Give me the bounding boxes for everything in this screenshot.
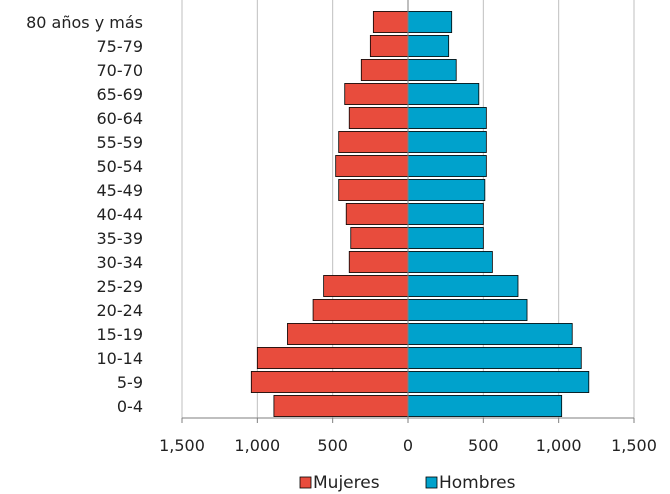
bar-mujeres-15-19 bbox=[287, 323, 409, 345]
x-tick-labels: 1,500 1,000 500 0 500 1,000 1,500 bbox=[159, 436, 657, 455]
bar-mujeres-40-44 bbox=[345, 203, 409, 225]
bar-mujeres-75-79 bbox=[369, 35, 409, 57]
x-tick-label-6: 1,500 bbox=[611, 436, 657, 455]
x-tick-label-4: 500 bbox=[468, 436, 499, 455]
y-tick-label-5-9: 5-9 bbox=[117, 373, 143, 392]
bar-hombres-60-64 bbox=[407, 107, 487, 129]
bar-hombres-75-79 bbox=[407, 35, 450, 57]
bar-mujeres-65-69 bbox=[344, 83, 409, 105]
x-tick-label-0: 1,500 bbox=[159, 436, 205, 455]
bar-mujeres-50-54 bbox=[335, 155, 409, 177]
y-tick-label-20-24: 20-24 bbox=[97, 301, 144, 320]
bar-mujeres-45-49 bbox=[338, 179, 409, 201]
bar-hombres-25-29 bbox=[407, 275, 519, 297]
y-tick-label-70-70: 70-70 bbox=[97, 61, 144, 80]
bar-mujeres-55-59 bbox=[338, 131, 409, 153]
y-tick-label-15-19: 15-19 bbox=[97, 325, 144, 344]
bar-hombres-55-59 bbox=[407, 131, 487, 153]
x-tick-label-1: 1,000 bbox=[234, 436, 280, 455]
bar-mujeres-25-29 bbox=[323, 275, 409, 297]
y-tick-label-35-39: 35-39 bbox=[97, 229, 144, 248]
bar-mujeres-35-39 bbox=[350, 227, 409, 249]
y-tick-label-30-34: 30-34 bbox=[97, 253, 144, 272]
y-tick-label-25-29: 25-29 bbox=[97, 277, 144, 296]
legend-swatch-mujeres bbox=[299, 476, 312, 489]
bars bbox=[250, 11, 590, 417]
y-tick-label-0-4: 0-4 bbox=[117, 397, 143, 416]
y-tick-label-45-49: 45-49 bbox=[97, 181, 144, 200]
x-tick-label-3: 0 bbox=[403, 436, 413, 455]
x-tick-label-5: 1,000 bbox=[536, 436, 582, 455]
bar-hombres-10-14 bbox=[407, 347, 582, 369]
bar-mujeres-10-14 bbox=[256, 347, 409, 369]
bar-hombres-15-19 bbox=[407, 323, 573, 345]
legend-swatch-hombres bbox=[425, 476, 438, 489]
bar-hombres-30-34 bbox=[407, 251, 493, 273]
bar-hombres-45-49 bbox=[407, 179, 486, 201]
y-tick-label-10-14: 10-14 bbox=[97, 349, 144, 368]
axes bbox=[181, 0, 635, 423]
bar-hombres-20-24 bbox=[407, 299, 528, 321]
bar-hombres-40-44 bbox=[407, 203, 484, 225]
y-tick-label-40-44: 40-44 bbox=[97, 205, 144, 224]
y-tick-labels: 80 años y más 75-79 70-70 65-69 60-64 55-59 50… bbox=[26, 13, 143, 416]
y-tick-label-60-64: 60-64 bbox=[97, 109, 144, 128]
legend: Mujeres Hombres bbox=[299, 473, 516, 493]
gridlines bbox=[181, 0, 635, 418]
bar-mujeres-80-a-os-y-m-s bbox=[372, 11, 409, 33]
bar-hombres-5-9 bbox=[407, 371, 590, 393]
bar-hombres-80-a-os-y-m-s bbox=[407, 11, 453, 33]
bar-hombres-35-39 bbox=[407, 227, 484, 249]
x-tick-label-2: 500 bbox=[317, 436, 348, 455]
bar-mujeres-70-70 bbox=[360, 59, 409, 81]
y-tick-label-55-59: 55-59 bbox=[97, 133, 144, 152]
bar-hombres-0-4 bbox=[407, 395, 563, 417]
bar-mujeres-20-24 bbox=[312, 299, 409, 321]
legend-label-mujeres: Mujeres bbox=[313, 473, 380, 493]
bar-mujeres-60-64 bbox=[348, 107, 409, 129]
bar-hombres-70-70 bbox=[407, 59, 457, 81]
y-tick-label-65-69: 65-69 bbox=[97, 85, 144, 104]
bar-mujeres-30-34 bbox=[348, 251, 409, 273]
y-tick-label-50-54: 50-54 bbox=[97, 157, 144, 176]
legend-label-hombres: Hombres bbox=[439, 473, 516, 493]
bar-mujeres-5-9 bbox=[250, 371, 409, 393]
bar-hombres-65-69 bbox=[407, 83, 480, 105]
y-tick-label-80-a-os-y-m-s: 80 años y más bbox=[26, 13, 143, 32]
y-tick-label-75-79: 75-79 bbox=[97, 37, 144, 56]
bar-mujeres-0-4 bbox=[273, 395, 409, 417]
bar-hombres-50-54 bbox=[407, 155, 487, 177]
